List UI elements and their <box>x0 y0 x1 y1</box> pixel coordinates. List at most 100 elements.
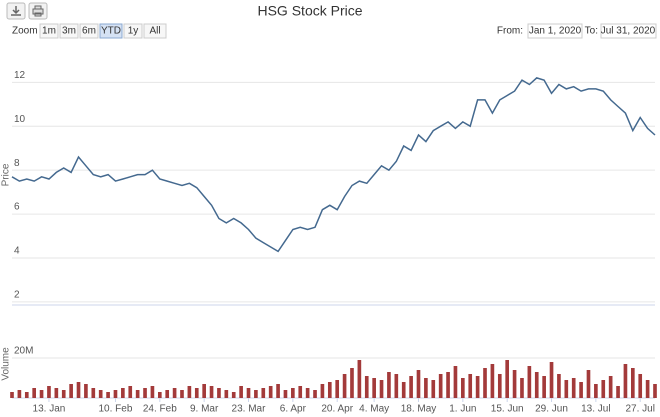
zoom-button-label: All <box>149 26 160 37</box>
volume-bar <box>143 388 147 398</box>
volume-bar <box>246 388 251 398</box>
price-line <box>11 77 656 253</box>
volume-bar <box>379 380 384 398</box>
volume-bar <box>98 390 103 398</box>
volume-bar <box>350 368 354 398</box>
print-icon <box>32 5 44 17</box>
volume-bar <box>69 384 73 398</box>
zoom-button[interactable] <box>143 23 167 39</box>
volume-bar <box>91 388 96 398</box>
y-axis-title: Price <box>1 163 12 186</box>
volume-bar <box>357 360 362 398</box>
zoom-button[interactable] <box>59 23 79 39</box>
volume-bar <box>217 388 221 398</box>
y-tick-label: 12 <box>14 70 26 81</box>
volume-bar <box>372 378 376 398</box>
x-tick-label: 13. Jul <box>581 404 610 415</box>
volume-bar <box>631 368 635 398</box>
volume-bar <box>187 386 192 398</box>
from-value: Jan 1, 2020 <box>529 26 582 37</box>
volume-bar <box>446 372 450 398</box>
zoom-button[interactable] <box>99 23 123 39</box>
volume-bar <box>638 374 643 398</box>
zoom-button-label: 3m <box>62 26 76 37</box>
volume-bar <box>653 384 657 398</box>
volume-bar <box>387 372 391 398</box>
zoom-button[interactable] <box>79 23 99 39</box>
volume-bar <box>239 386 243 398</box>
x-tick-label: 18. May <box>401 404 437 415</box>
from-input[interactable] <box>527 23 583 39</box>
volume-bar <box>601 380 606 398</box>
volume-bar <box>401 382 406 398</box>
volume-bar <box>254 390 258 398</box>
volume-bar <box>224 390 229 398</box>
volume-bar <box>261 388 266 398</box>
zoom-label: Zoom <box>12 26 38 37</box>
volume-bar <box>579 382 583 398</box>
volume-bar <box>505 360 510 398</box>
volume-bar <box>172 388 177 398</box>
volume-bar <box>534 372 539 398</box>
zoom-button[interactable] <box>123 23 143 39</box>
volume-bar <box>594 384 598 398</box>
volume-bar <box>416 370 421 398</box>
volume-bar <box>453 366 458 398</box>
volume-bar <box>276 384 280 398</box>
x-tick-label: 29. Jun <box>535 404 568 415</box>
volume-bar <box>520 378 524 398</box>
volume-bar <box>527 366 532 398</box>
volume-bar <box>47 386 51 398</box>
volume-bar <box>394 374 399 398</box>
volume-bar <box>364 376 369 398</box>
volume-bar <box>180 390 184 398</box>
volume-bar <box>24 392 29 398</box>
x-tick-label: 4. May <box>359 404 389 415</box>
volume-bar <box>76 382 81 398</box>
volume-bar <box>608 376 613 398</box>
to-label: To: <box>585 26 598 37</box>
volume-bar <box>542 376 546 398</box>
x-tick-label: 6. Apr <box>280 404 307 415</box>
volume-bar <box>305 388 310 398</box>
to-input[interactable] <box>600 23 657 39</box>
volume-bar <box>335 380 340 398</box>
volume-bar <box>209 386 214 398</box>
y-axis-title: Volume <box>1 347 12 381</box>
x-tick-label: 9. Mar <box>190 404 219 415</box>
volume-bar <box>32 388 36 398</box>
x-tick-label: 1. Jun <box>449 404 476 415</box>
volume-bar <box>157 392 162 398</box>
chart-title: HSG Stock Price <box>257 3 362 19</box>
volume-bar <box>150 386 155 398</box>
zoom-button[interactable] <box>39 23 59 39</box>
y-tick-label: 8 <box>14 158 20 169</box>
x-tick-label: 20. Apr <box>321 404 353 415</box>
volume-bar <box>84 384 88 398</box>
volume-bar <box>571 378 576 398</box>
to-value: Jul 31, 2020 <box>601 26 656 37</box>
x-tick-label: 24. Feb <box>143 404 177 415</box>
volume-bar <box>424 378 428 398</box>
volume-bar <box>268 386 273 398</box>
zoom-button-label: 1y <box>128 26 139 37</box>
x-tick-label: 13. Jan <box>33 404 66 415</box>
from-label: From: <box>497 26 523 37</box>
download-icon <box>11 6 21 16</box>
x-tick-label: 15. Jun <box>491 404 524 415</box>
volume-bar <box>106 392 110 398</box>
volume-bar <box>497 374 502 398</box>
y-tick-label: 10 <box>14 114 26 125</box>
volume-bar <box>194 388 199 398</box>
volume-bar <box>313 390 317 398</box>
zoom-button-label: 6m <box>82 26 96 37</box>
volume-bar <box>298 386 303 398</box>
volume-bar <box>113 390 118 398</box>
y-tick-label: 6 <box>14 202 20 213</box>
volume-bar <box>557 374 561 398</box>
volume-bar <box>320 384 325 398</box>
volume-bar <box>342 374 347 398</box>
volume-bar <box>623 364 628 398</box>
volume-bar <box>39 390 44 398</box>
